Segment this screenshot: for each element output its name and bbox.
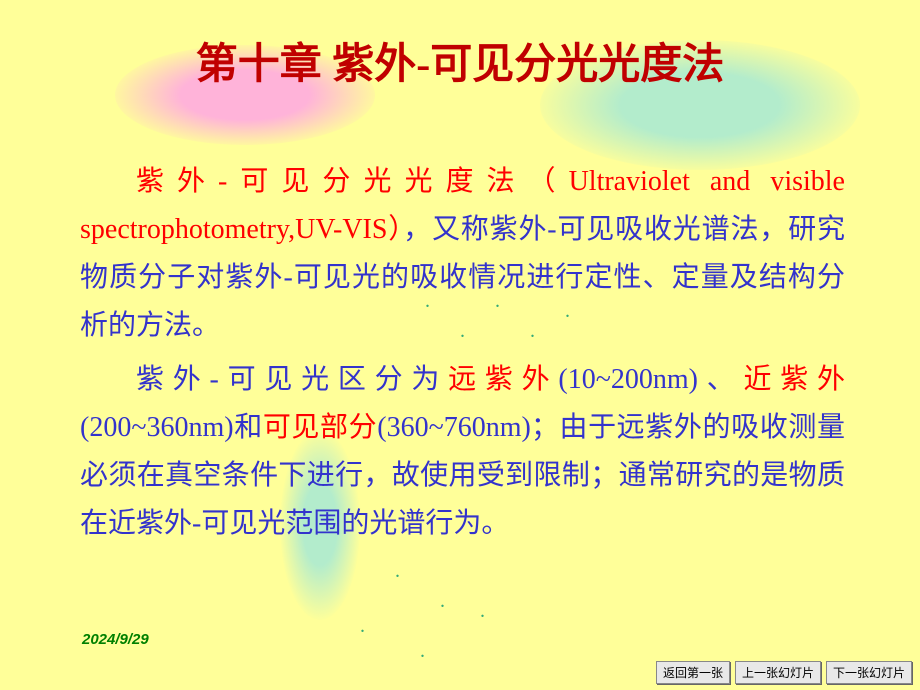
prev-slide-button[interactable]: 上一张幻灯片: [735, 661, 821, 684]
p1-paren-open: （: [528, 166, 569, 197]
p2-i: (360~760nm): [377, 412, 531, 443]
p2-far-uv: 远紫外: [448, 364, 558, 395]
paragraph-1: 紫外-可见分光光度法（Ultraviolet and visible spect…: [80, 158, 845, 351]
p2-visible: 可见部分: [263, 412, 377, 443]
nav-bar: 返回第一张 上一张幻灯片 下一张幻灯片: [656, 661, 912, 684]
decor-dots-7: .: [395, 560, 400, 583]
p2-a: 紫外-可见光区分为: [136, 364, 448, 395]
paragraph-2: 紫外-可见光区分为远紫外(10~200nm)、近紫外 (200~360nm)和可见…: [80, 356, 845, 549]
decor-dots-11: .: [480, 600, 485, 623]
slide-date: 2024/9/29: [82, 631, 149, 648]
p1-paren-close: ）: [387, 214, 403, 245]
decor-dots-8: .: [440, 590, 445, 613]
body-content: 紫外-可见分光光度法（Ultraviolet and visible spect…: [80, 158, 845, 553]
p1-term: 紫外-可见分光光度法: [136, 166, 528, 197]
next-slide-button[interactable]: 下一张幻灯片: [826, 661, 912, 684]
p2-d: 、: [698, 364, 744, 395]
p2-g: 和: [234, 412, 263, 443]
decor-dots-9: .: [360, 615, 365, 638]
p2-near-uv: 近紫外: [743, 364, 845, 395]
p2-f: (200~360nm): [80, 412, 234, 443]
p2-c: (10~200nm): [558, 364, 698, 395]
page-title: 第十章 紫外-可见分光光度法: [0, 30, 920, 91]
decor-dots-10: .: [420, 640, 425, 663]
back-first-button[interactable]: 返回第一张: [656, 661, 730, 684]
